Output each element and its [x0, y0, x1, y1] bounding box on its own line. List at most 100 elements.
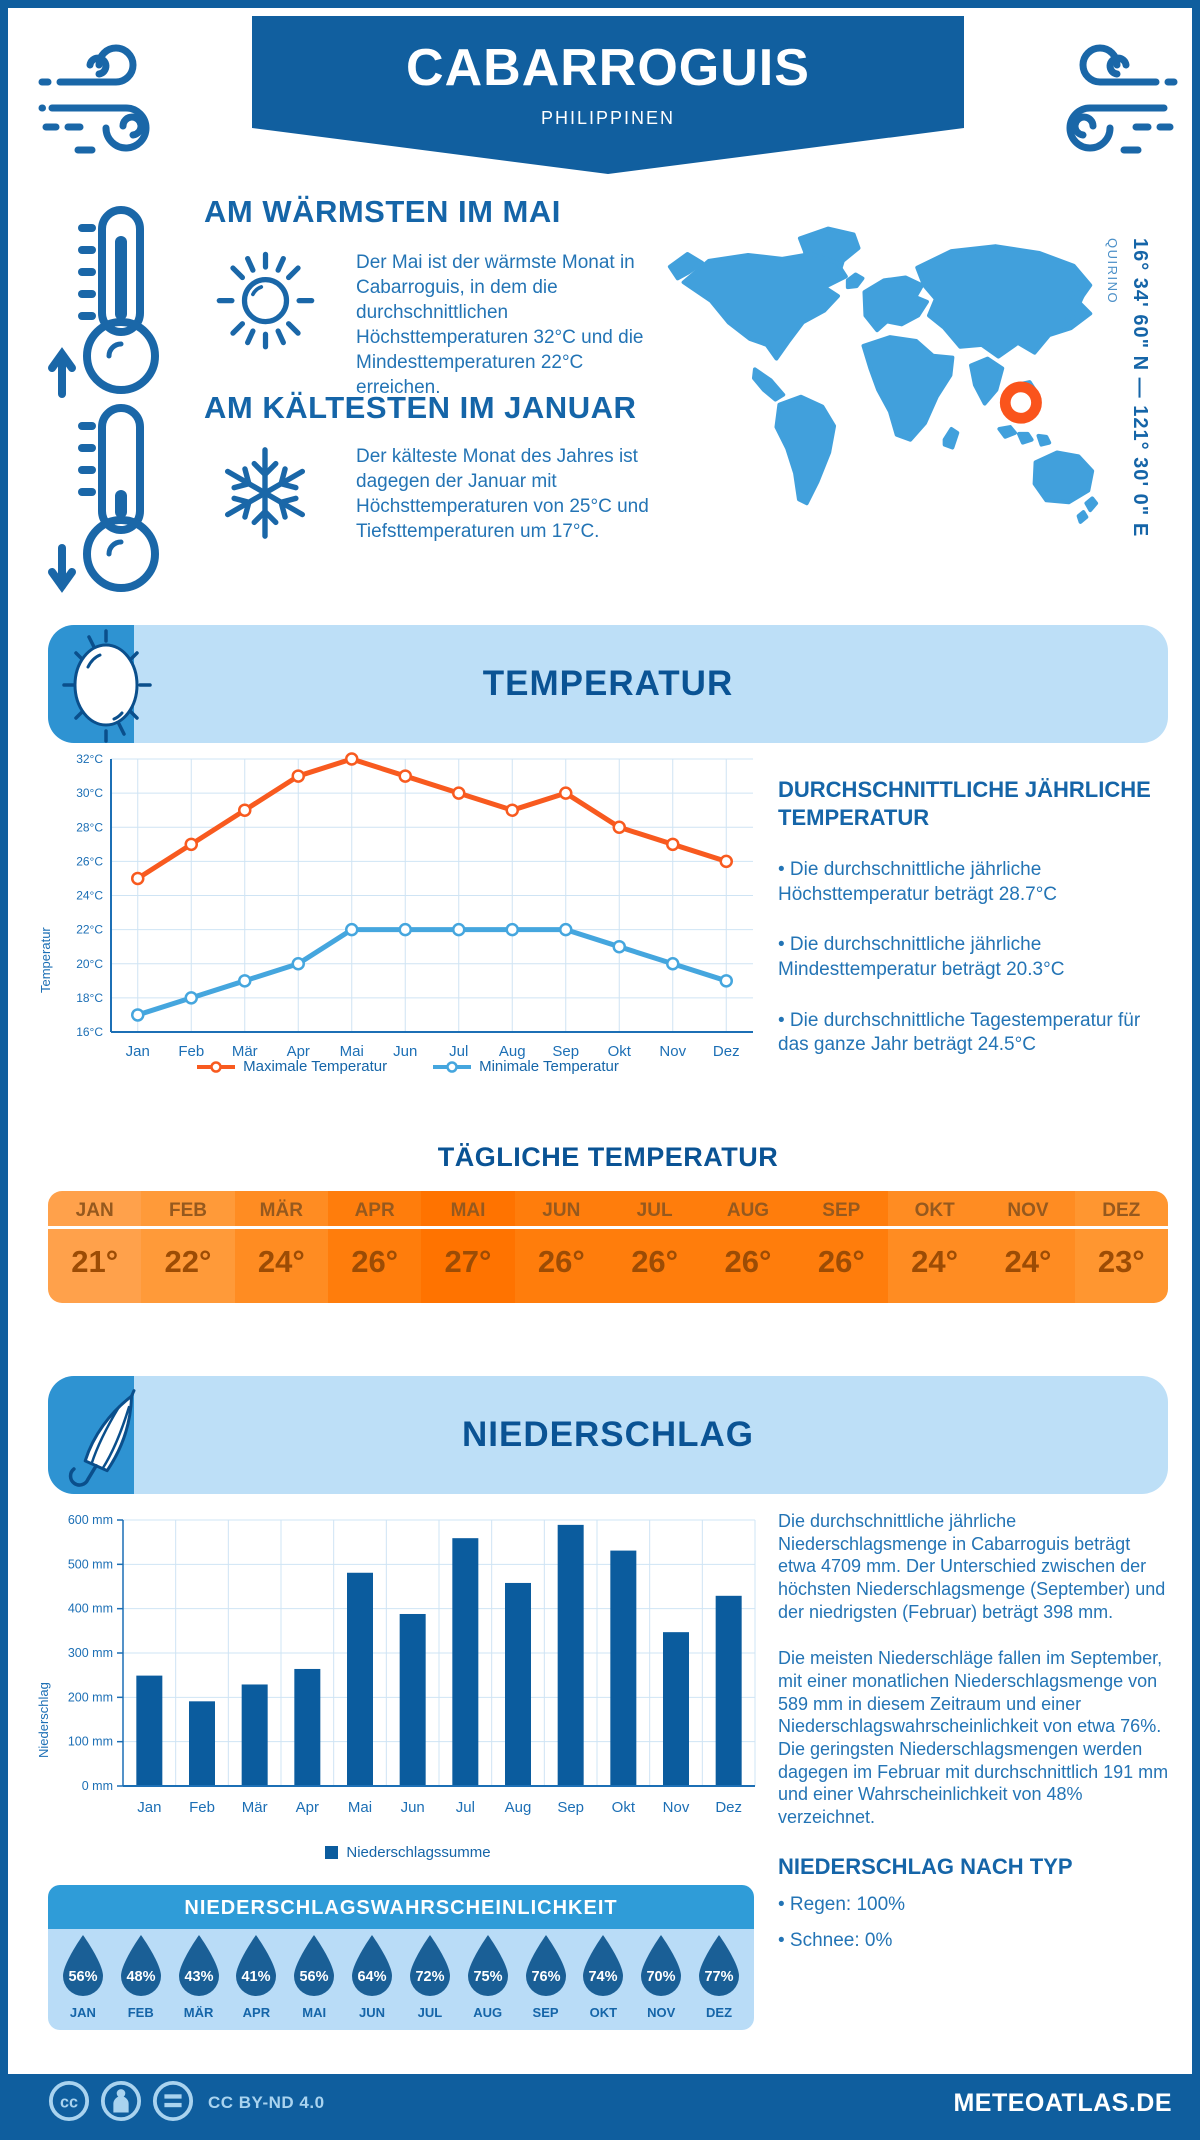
svg-text:Aug: Aug [499, 1043, 526, 1060]
umbrella-banner-icon [48, 1376, 136, 1494]
svg-text:Mai: Mai [340, 1043, 364, 1060]
svg-text:Jul: Jul [449, 1043, 468, 1060]
probability-column: 70% NOV [632, 1933, 690, 2030]
svg-text:30°C: 30°C [76, 786, 103, 800]
daily-temp-month: AUG [701, 1191, 795, 1229]
raindrop-icon: 41% [236, 1935, 277, 1996]
daily-temp-month: JUL [607, 1191, 702, 1229]
svg-text:Jun: Jun [401, 1799, 425, 1816]
footer: cc CC BY-ND 4.0 METEOATLAS.DE [8, 2074, 1192, 2132]
probability-month: NOV [647, 2005, 676, 2020]
svg-text:300 mm: 300 mm [68, 1646, 113, 1660]
daily-temp-value: 26° [537, 1244, 585, 1279]
daily-temp-value: 24° [1004, 1244, 1052, 1279]
daily-temp-column: JUN 26° [514, 1191, 608, 1303]
annual-temperature-stats: DURCHSCHNITTLICHE JÄHRLICHE TEMPERATUR •… [778, 776, 1173, 1058]
svg-text:Okt: Okt [608, 1043, 632, 1060]
probability-title: NIEDERSCHLAGSWAHRSCHEINLICHKEIT [48, 1885, 754, 1929]
probability-month: OKT [589, 2005, 618, 2020]
location-marker [999, 381, 1042, 424]
location-coordinates: 16° 34' 60" N — 121° 30' 0" E [1129, 238, 1151, 538]
bar-Mai [347, 1572, 373, 1786]
temperature-section-title: TEMPERATUR [482, 664, 734, 703]
svg-text:600 mm: 600 mm [68, 1513, 113, 1527]
svg-text:56%: 56% [68, 1969, 97, 1985]
raindrop-icon: 43% [178, 1935, 219, 1996]
daily-temp-value: 27° [444, 1244, 492, 1279]
daily-temp-value: 26° [724, 1244, 772, 1279]
svg-text:Mär: Mär [232, 1043, 258, 1060]
probability-column: 75% AUG [459, 1933, 517, 2030]
daily-temp-value: 26° [817, 1244, 865, 1279]
sun-icon [213, 246, 318, 356]
svg-text:48%: 48% [126, 1969, 155, 1985]
license-label: CC BY-ND 4.0 [208, 2093, 325, 2112]
svg-text:Dez: Dez [715, 1799, 742, 1816]
stat-min-temp: • Die durchschnittliche jährliche Mindes… [778, 934, 1065, 980]
probability-month: JUN [359, 2005, 386, 2020]
daily-temp-column: JUL 26° [607, 1191, 702, 1303]
svg-text:77%: 77% [705, 1969, 734, 1985]
probability-month: FEB [127, 2005, 154, 2020]
daily-temp-month: MAI [421, 1191, 515, 1229]
svg-text:Feb: Feb [178, 1043, 204, 1060]
daily-temp-column: JAN 21° [48, 1191, 142, 1303]
daily-temp-column: APR 26° [327, 1191, 422, 1303]
daily-temp-month: JAN [48, 1191, 142, 1229]
daily-temp-column: OKT 24° [887, 1191, 982, 1303]
raindrop-icon: 76% [525, 1935, 566, 1996]
precipitation-bar-chart: 0 mm 100 mm 200 mm 300 mm 400 mm 500 mm 600 mm… [63, 1506, 763, 1836]
bar-Jun [399, 1613, 426, 1786]
svg-text:72%: 72% [415, 1969, 444, 1985]
probability-drops: 56% JAN 48% FEB 43% MÄR 41% APR 56% MAI 64% JUN 72% J… [48, 1929, 754, 2030]
daily-temp-value: 26° [351, 1244, 399, 1279]
daily-temp-value: 22° [164, 1244, 212, 1279]
bar-Feb [189, 1701, 215, 1786]
stat-max-temp: • Die durchschnittliche jährliche Höchst… [778, 858, 1058, 905]
raindrop-icon: 77% [699, 1935, 740, 1996]
legend-item: Niederschlagssumme [325, 1844, 491, 1861]
daily-temp-month: OKT [887, 1191, 982, 1229]
probability-month: MÄR [183, 2005, 214, 2020]
probability-column: 48% FEB [112, 1933, 170, 2030]
svg-text:70%: 70% [647, 1969, 676, 1985]
probability-column: 72% JUL [401, 1933, 459, 2030]
chart-svg: 0 mm 100 mm 200 mm 300 mm 400 mm 500 mm 600 mm… [68, 1513, 756, 1816]
svg-text:Sep: Sep [552, 1043, 579, 1060]
probability-month: JAN [69, 2005, 96, 2020]
daily-temp-value: 24° [911, 1244, 959, 1279]
stat-rain: • Regen: 100% [778, 1893, 906, 1915]
page-title: CABARROGUIS [406, 39, 810, 97]
probability-month: MAI [302, 2005, 327, 2020]
precipitation-section-title: NIEDERSCHLAG [461, 1415, 755, 1454]
stat-snow: • Schnee: 0% [778, 1930, 893, 1952]
daily-temp-month: SEP [794, 1191, 888, 1229]
bar-Jul [452, 1538, 479, 1786]
svg-text:0 mm: 0 mm [82, 1779, 113, 1793]
probability-column: 64% JUN [343, 1933, 401, 2030]
svg-text:cc: cc [60, 2093, 78, 2111]
bar-Mär [241, 1684, 268, 1786]
raindrop-icon: 75% [467, 1935, 508, 1996]
bar-Aug [505, 1582, 531, 1786]
svg-text:Jan: Jan [126, 1043, 150, 1060]
precipitation-type-title: NIEDERSCHLAG NACH TYP [778, 1853, 1073, 1879]
raindrop-icon: 56% [294, 1935, 335, 1996]
probability-column: 77% DEZ [690, 1933, 748, 2030]
svg-text:22°C: 22°C [76, 923, 103, 937]
probability-month: DEZ [706, 2005, 733, 2020]
svg-text:Nov: Nov [663, 1799, 690, 1816]
daily-temp-column: NOV 24° [981, 1191, 1075, 1303]
sun-banner-icon [48, 625, 152, 743]
svg-text:400 mm: 400 mm [68, 1602, 113, 1616]
annual-temperature-title: DURCHSCHNITTLICHE JÄHRLICHE TEMPERATUR [778, 777, 1151, 830]
precipitation-stats: Die durchschnittliche jährliche Niedersc… [778, 1510, 1173, 1954]
cc-icon: cc [48, 2080, 90, 2127]
bar-Nov [663, 1632, 689, 1786]
svg-text:18°C: 18°C [76, 991, 103, 1005]
svg-text:200 mm: 200 mm [68, 1690, 113, 1704]
temperature-chart-ylabel: Temperatur [38, 927, 53, 993]
precipitation-section-banner: NIEDERSCHLAG [48, 1376, 1168, 1494]
svg-text:Jun: Jun [393, 1043, 417, 1060]
daily-temperature-table: JAN 21° FEB 22° MÄR 24° APR 26° MAI 27° JUN 26° JUL 2… [48, 1191, 1168, 1303]
